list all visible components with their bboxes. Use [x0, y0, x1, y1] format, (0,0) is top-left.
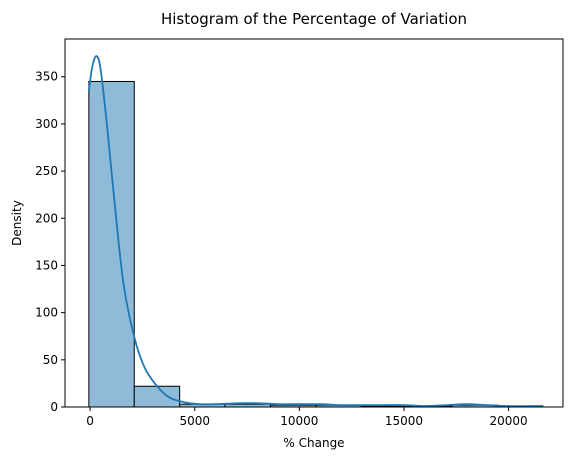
x-tick-label-2: 10000: [280, 414, 318, 428]
x-axis-label: % Change: [283, 436, 344, 450]
y-tick-label-2: 100: [35, 306, 58, 320]
axis-ticks: 0 5000 10000 15000 20000 0 50 100 150 200 250 300 35…: [35, 70, 528, 428]
chart-title: Histogram of the Percentage of Variation: [161, 10, 467, 28]
plot-frame: [64, 38, 564, 408]
histogram-bar-0: [88, 80, 135, 408]
x-tick-label-4: 20000: [490, 414, 528, 428]
x-tick-label-1: 5000: [179, 414, 210, 428]
y-tick-label-4: 200: [35, 211, 58, 225]
y-tick-label-0: 0: [50, 400, 58, 414]
y-tick-label-7: 350: [35, 70, 58, 84]
kde-curve: [87, 55, 543, 408]
x-tick-label-3: 15000: [385, 414, 423, 428]
y-tick-label-1: 50: [43, 353, 58, 367]
x-tick-label-0: 0: [86, 414, 94, 428]
plot-area: [87, 55, 544, 408]
y-tick-label-5: 250: [35, 164, 58, 178]
histogram-bar-1: [133, 385, 181, 408]
y-tick-label-6: 300: [35, 117, 58, 131]
y-axis-label: Density: [10, 200, 24, 246]
y-tick-label-3: 150: [35, 258, 58, 272]
